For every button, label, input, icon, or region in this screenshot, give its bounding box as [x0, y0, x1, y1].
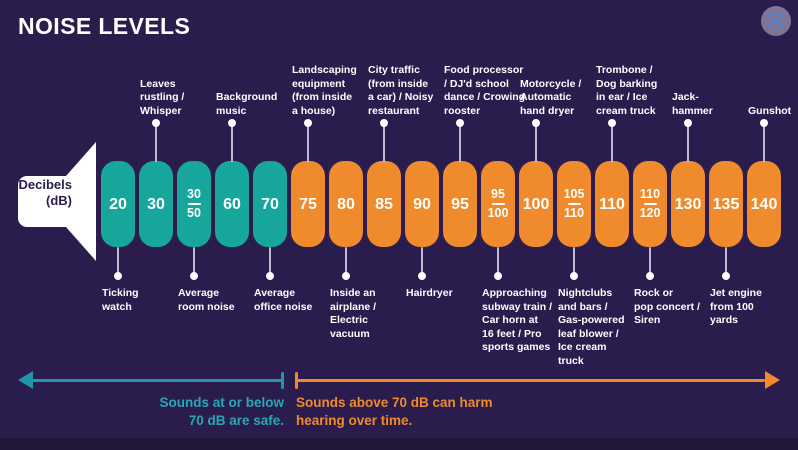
connector-line	[345, 247, 347, 274]
db-pill-110-120: 110 120	[633, 161, 667, 247]
connector-line	[383, 126, 385, 162]
noise-source-label: Hairdryer	[406, 287, 453, 299]
connector-dot	[228, 119, 236, 127]
connector-line	[421, 247, 423, 274]
harm-arrow-head	[765, 371, 780, 389]
connector-dot	[380, 119, 388, 127]
db-pill-60: 60	[215, 161, 249, 247]
connector-line	[307, 126, 309, 162]
db-pill-90: 90	[405, 161, 439, 247]
noise-source-label: Average office noise	[254, 287, 313, 313]
noise-source-label: City traffic (from inside a car) / Noisy…	[368, 64, 434, 117]
db-pill-80: 80	[329, 161, 363, 247]
connector-dot	[722, 272, 730, 280]
connector-line	[573, 247, 575, 274]
connector-line	[497, 247, 499, 274]
safe-arrow-line	[31, 379, 282, 382]
connector-dot	[418, 272, 426, 280]
connector-dot	[760, 119, 768, 127]
db-pill-105-110: 105 110	[557, 161, 591, 247]
noise-source-label: Food processor / DJ'd school dance / Cro…	[444, 64, 526, 117]
noise-source-label: Leaves rustling / Whisper	[140, 77, 185, 117]
connector-line	[231, 126, 233, 162]
safe-arrow-head	[18, 371, 33, 389]
camera-scan-icon	[768, 13, 784, 29]
speaker-icon	[18, 142, 96, 261]
db-pill-30-50: 30 50	[177, 161, 211, 247]
connector-dot	[152, 119, 160, 127]
page-title: NOISE LEVELS	[18, 13, 191, 39]
screenshot-button[interactable]	[761, 6, 791, 36]
connector-dot	[570, 272, 578, 280]
db-pill-30: 30	[139, 161, 173, 247]
noise-source-label: Jet engine from 100 yards	[710, 287, 762, 326]
noise-source-label: Motorcycle / Automatic hand dryer	[520, 77, 582, 117]
harm-arrow-line	[297, 379, 765, 382]
noise-source-label: Nightclubs and bars / Gas-powered leaf b…	[558, 287, 625, 367]
db-pill-95-100: 95 100	[481, 161, 515, 247]
connector-line	[193, 247, 195, 274]
connector-line	[117, 247, 119, 274]
connector-dot	[304, 119, 312, 127]
db-pill-140: 140	[747, 161, 781, 247]
noise-source-label: Gunshot	[748, 104, 792, 117]
db-pill-135: 135	[709, 161, 743, 247]
db-pill-95: 95	[443, 161, 477, 247]
connector-line	[611, 126, 613, 162]
harm-range-text: Sounds above 70 dB can harm hearing over…	[296, 395, 493, 428]
connector-dot	[532, 119, 540, 127]
safe-range-text: Sounds at or below 70 dB are safe.	[159, 395, 284, 428]
connector-dot	[684, 119, 692, 127]
connector-dot	[494, 272, 502, 280]
db-pill-110: 110	[595, 161, 629, 247]
connector-dot	[608, 119, 616, 127]
connector-dot	[266, 272, 274, 280]
harm-arrow-cap	[295, 372, 298, 389]
connector-dot	[190, 272, 198, 280]
connector-dot	[342, 272, 350, 280]
db-pill-130: 130	[671, 161, 705, 247]
connector-line	[725, 247, 727, 274]
noise-source-label: Average room noise	[178, 287, 235, 313]
noise-source-label: Landscaping equipment (from inside a hou…	[292, 64, 357, 117]
noise-source-label: Ticking watch	[102, 287, 139, 313]
noise-source-label: Background music	[216, 91, 278, 117]
db-pill-85: 85	[367, 161, 401, 247]
bottom-bar	[0, 438, 798, 450]
connector-dot	[456, 119, 464, 127]
noise-source-label: Rock or pop concert / Siren	[634, 287, 700, 326]
db-pill-100: 100	[519, 161, 553, 247]
connector-line	[687, 126, 689, 162]
noise-source-label: Inside an airplane / Electric vacuum	[330, 287, 377, 340]
noise-source-label: Jack- hammer	[672, 91, 713, 117]
db-pill-75: 75	[291, 161, 325, 247]
decibels-label: Decibels (dB)	[18, 177, 72, 208]
connector-dot	[114, 272, 122, 280]
connector-line	[269, 247, 271, 274]
safe-arrow-cap	[281, 372, 284, 389]
db-pill-70: 70	[253, 161, 287, 247]
connector-dot	[646, 272, 654, 280]
noise-source-label: Trombone / Dog barking in ear / Ice crea…	[596, 64, 658, 117]
noise-source-label: Approaching subway train / Car horn at 1…	[482, 287, 553, 353]
connector-line	[459, 126, 461, 162]
connector-line	[155, 126, 157, 162]
connector-line	[763, 126, 765, 162]
db-pill-20: 20	[101, 161, 135, 247]
connector-line	[649, 247, 651, 274]
connector-line	[535, 126, 537, 162]
